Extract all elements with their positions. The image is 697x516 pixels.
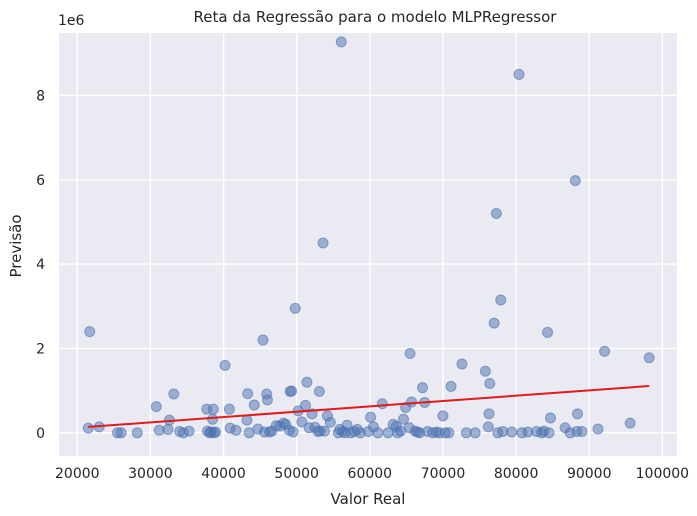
x-tick-label: 40000 [201, 466, 246, 482]
data-point [599, 345, 611, 357]
data-point [150, 401, 162, 413]
y-tick-label: 2 [36, 341, 45, 357]
data-point [317, 237, 329, 249]
data-point [219, 359, 231, 371]
data-points [82, 36, 655, 439]
data-point [490, 208, 502, 220]
data-point [230, 424, 242, 436]
data-point [162, 423, 174, 435]
data-point [84, 326, 96, 338]
data-point [210, 426, 222, 438]
data-point [569, 175, 581, 187]
data-point [484, 377, 496, 389]
y-tick-label: 8 [36, 88, 45, 104]
data-point [576, 426, 588, 438]
data-point [456, 358, 468, 370]
data-point [404, 348, 416, 360]
data-point [257, 334, 269, 346]
data-point [506, 426, 518, 438]
data-point [572, 408, 584, 420]
data-point [469, 427, 481, 439]
y-tick-label: 0 [36, 426, 45, 442]
regression-line-group [88, 384, 650, 428]
data-point [299, 399, 311, 411]
data-point [445, 380, 457, 392]
data-point [495, 294, 507, 306]
data-point [207, 413, 219, 425]
data-point [542, 326, 554, 338]
x-tick-label: 90000 [567, 466, 612, 482]
data-point [443, 427, 455, 439]
data-point [82, 422, 94, 434]
data-point [248, 399, 260, 411]
data-point [479, 365, 491, 377]
data-point [372, 427, 384, 439]
y-offset-text: 1e6 [58, 13, 85, 29]
data-point [286, 385, 298, 397]
data-point [168, 388, 180, 400]
data-point [242, 388, 254, 400]
x-tick-label: 60000 [348, 466, 393, 482]
data-point [482, 421, 494, 433]
y-tick-label: 6 [36, 173, 45, 189]
y-axis-label: Previsão [7, 214, 25, 277]
data-point [513, 68, 525, 80]
data-point [296, 416, 308, 428]
data-point [324, 416, 336, 428]
data-point [406, 396, 418, 408]
chart-title: Reta da Regressão para o modelo MLPRegre… [194, 8, 558, 26]
data-point [335, 36, 347, 48]
data-point [207, 403, 219, 415]
x-tick-label: 70000 [421, 466, 466, 482]
data-point [287, 426, 299, 438]
data-point [318, 425, 330, 437]
x-tick-label: 50000 [274, 466, 319, 482]
y-tick-label: 4 [36, 257, 45, 273]
x-axis-label: Valor Real [331, 490, 406, 508]
data-point [115, 427, 127, 439]
regression-line [88, 384, 650, 428]
data-point [483, 408, 495, 420]
x-tick-label: 20000 [55, 466, 100, 482]
data-point [543, 427, 555, 439]
data-point [289, 302, 301, 314]
data-point [261, 394, 273, 406]
data-point [416, 382, 428, 394]
plot-background [59, 33, 677, 456]
data-point [624, 417, 636, 429]
x-tick-label: 80000 [494, 466, 539, 482]
data-point [241, 414, 253, 426]
data-point [643, 352, 655, 364]
data-point [376, 398, 388, 410]
tick-labels: 20000 30000 40000 50000 60000 70000 80000 90000… [36, 88, 689, 482]
x-tick-label: 100000 [636, 466, 689, 482]
data-point [592, 423, 604, 435]
data-point [313, 385, 325, 397]
data-point [183, 425, 195, 437]
data-point [488, 317, 500, 329]
data-point [437, 410, 449, 422]
x-tick-label: 30000 [128, 466, 173, 482]
data-point [397, 413, 409, 425]
data-point [223, 403, 235, 415]
data-point [365, 411, 377, 423]
data-point [131, 427, 143, 439]
data-point [544, 412, 556, 424]
data-point [301, 376, 313, 388]
